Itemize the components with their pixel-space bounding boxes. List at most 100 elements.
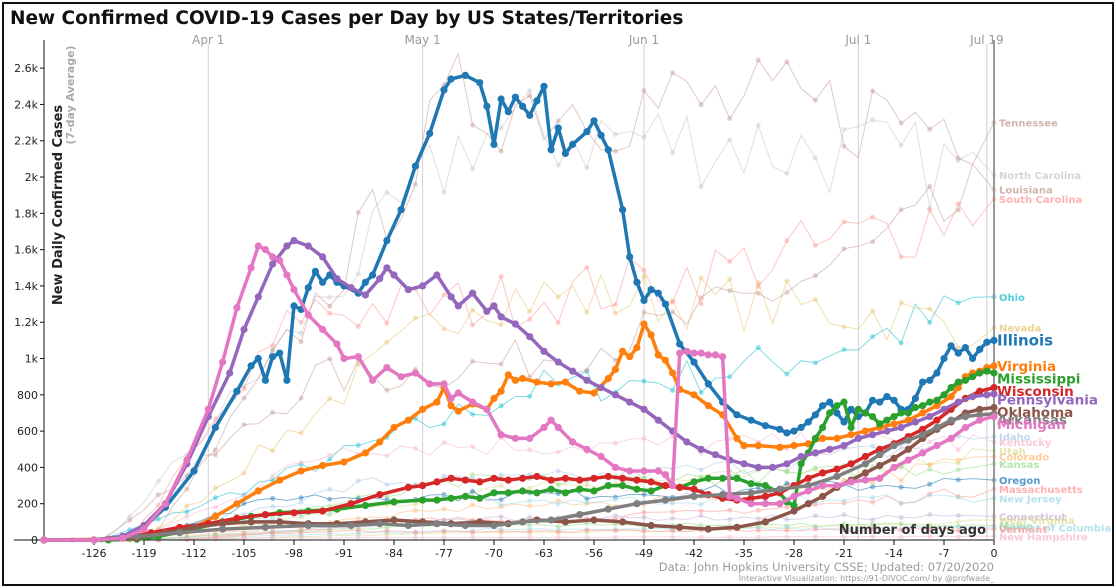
series-point-mississippi [833,402,841,410]
series-point-michigan [876,474,884,482]
background-series-point-connecticut [641,514,647,520]
series-point-virginia [919,409,927,417]
series-point-mississippi [797,460,805,468]
background-series-point-kentucky [412,445,418,451]
series-point-oklahoma [876,462,884,470]
background-series-point-new-hampshire [812,534,818,540]
background-series-point-colorado [555,498,561,504]
background-series-point-ohio [470,411,476,417]
background-series-point-kansas [927,466,933,472]
series-point-pennsylvania [540,347,548,355]
background-series-point-louisiana [755,290,761,296]
series-point-illinois [233,387,241,395]
background-series-point-south-carolina [470,322,476,328]
series-point-michigan [640,467,648,475]
series-label-oklahoma: Oklahoma [997,405,1073,421]
series-point-illinois [597,131,605,139]
series-point-illinois [776,425,784,433]
background-series-point-kentucky [270,473,276,479]
series-point-pennsylvania [554,358,562,366]
series-point-pennsylvania [597,384,605,392]
x-tick-label: -14 [885,547,903,560]
series-point-illinois [804,418,812,426]
series-point-arkansas [519,518,527,526]
series-point-mississippi [961,376,970,384]
series-point-michigan [704,351,712,359]
series-point-virginia [433,398,441,406]
series-point-michigan [247,264,255,272]
background-series-point-tennessee [612,148,618,154]
series-point-pennsylvania [811,449,820,457]
series-point-virginia [211,512,219,520]
series-point-michigan [340,354,348,363]
series-point-wisconsin [861,452,870,461]
x-tick-label: -84 [385,547,403,560]
series-point-pennsylvania [376,275,384,283]
series-point-wisconsin [404,483,412,491]
series-point-wisconsin [290,509,298,517]
background-series-point-north-carolina [898,142,904,148]
series-point-mississippi [976,369,984,377]
series-point-virginia [619,347,627,355]
series-point-illinois [254,354,262,363]
background-series-label-connecticut: Connecticut [999,512,1066,523]
background-series-point-vermont [355,527,361,533]
background-series-point-tennessee [498,148,504,154]
background-series-label-new-hampshire: New Hampshire [999,532,1088,543]
series-point-pennsylvania [419,282,427,290]
background-series-point-nevada [441,326,447,332]
background-series-point-oregon [870,484,876,490]
background-series-point-connecticut [927,512,933,518]
background-series-point-south-carolina [584,264,590,270]
background-series-point-louisiana [298,395,304,401]
background-series-point-new-hampshire [527,534,533,540]
series-point-wisconsin [647,478,655,486]
background-series-point-new-hampshire [270,535,276,541]
background-series-point-ohio [812,360,818,366]
background-series-point-utah [584,482,590,488]
series-point-michigan [283,271,291,279]
background-series-point-louisiana [727,288,733,294]
series-point-illinois [447,75,455,83]
series-point-wisconsin [576,476,584,484]
background-series-point-maine [927,523,933,529]
background-series-point-north-carolina [698,184,704,190]
month-label-jul-19: Jul 19 [969,33,1004,47]
series-point-oklahoma [733,523,741,531]
background-series-point-north-carolina [298,330,304,336]
series-point-michigan [333,340,341,348]
background-series-point-utah [412,501,418,507]
series-point-illinois [583,128,591,136]
background-series-point-north-carolina [955,158,961,164]
background-series-point-north-carolina [498,125,504,131]
series-point-illinois [783,429,791,437]
series-point-oklahoma [761,518,770,526]
background-series-point-kentucky [527,447,533,453]
series-point-illinois [647,286,655,294]
series-point-arkansas [461,521,469,530]
series-point-pennsylvania [754,463,762,471]
series-point-pennsylvania [433,271,441,279]
series-point-illinois [797,423,805,432]
series-point-pennsylvania [526,333,534,341]
background-series-point-south-carolina [870,214,876,220]
background-series-point-tennessee [755,57,761,63]
chart-axes: 0 200 400 600 800 1k 1.2k 1.4k 1.6k 1.8k 2k 2.2k 2.4… [14,40,998,560]
series-point-virginia [576,387,584,395]
series-point-wisconsin [833,465,841,473]
series-point-michigan [819,482,827,490]
series-point-michigan [747,500,755,508]
background-series-point-tennessee [727,116,733,122]
background-series-point-new-hampshire [612,534,618,540]
background-series-point-maine [898,521,904,527]
background-series-point-oregon [298,495,304,501]
series-point-illinois [969,354,977,363]
y-tick-label: 2.4k [14,98,38,111]
background-series-point-south-carolina [212,416,218,422]
series-point-virginia [933,402,941,410]
background-series-point-district-of-columbia [527,526,533,532]
series-point-mississippi [940,391,948,399]
background-series-point-new-hampshire [841,534,847,540]
background-series-point-kentucky [184,514,190,519]
background-series-point-vermont [441,528,447,534]
